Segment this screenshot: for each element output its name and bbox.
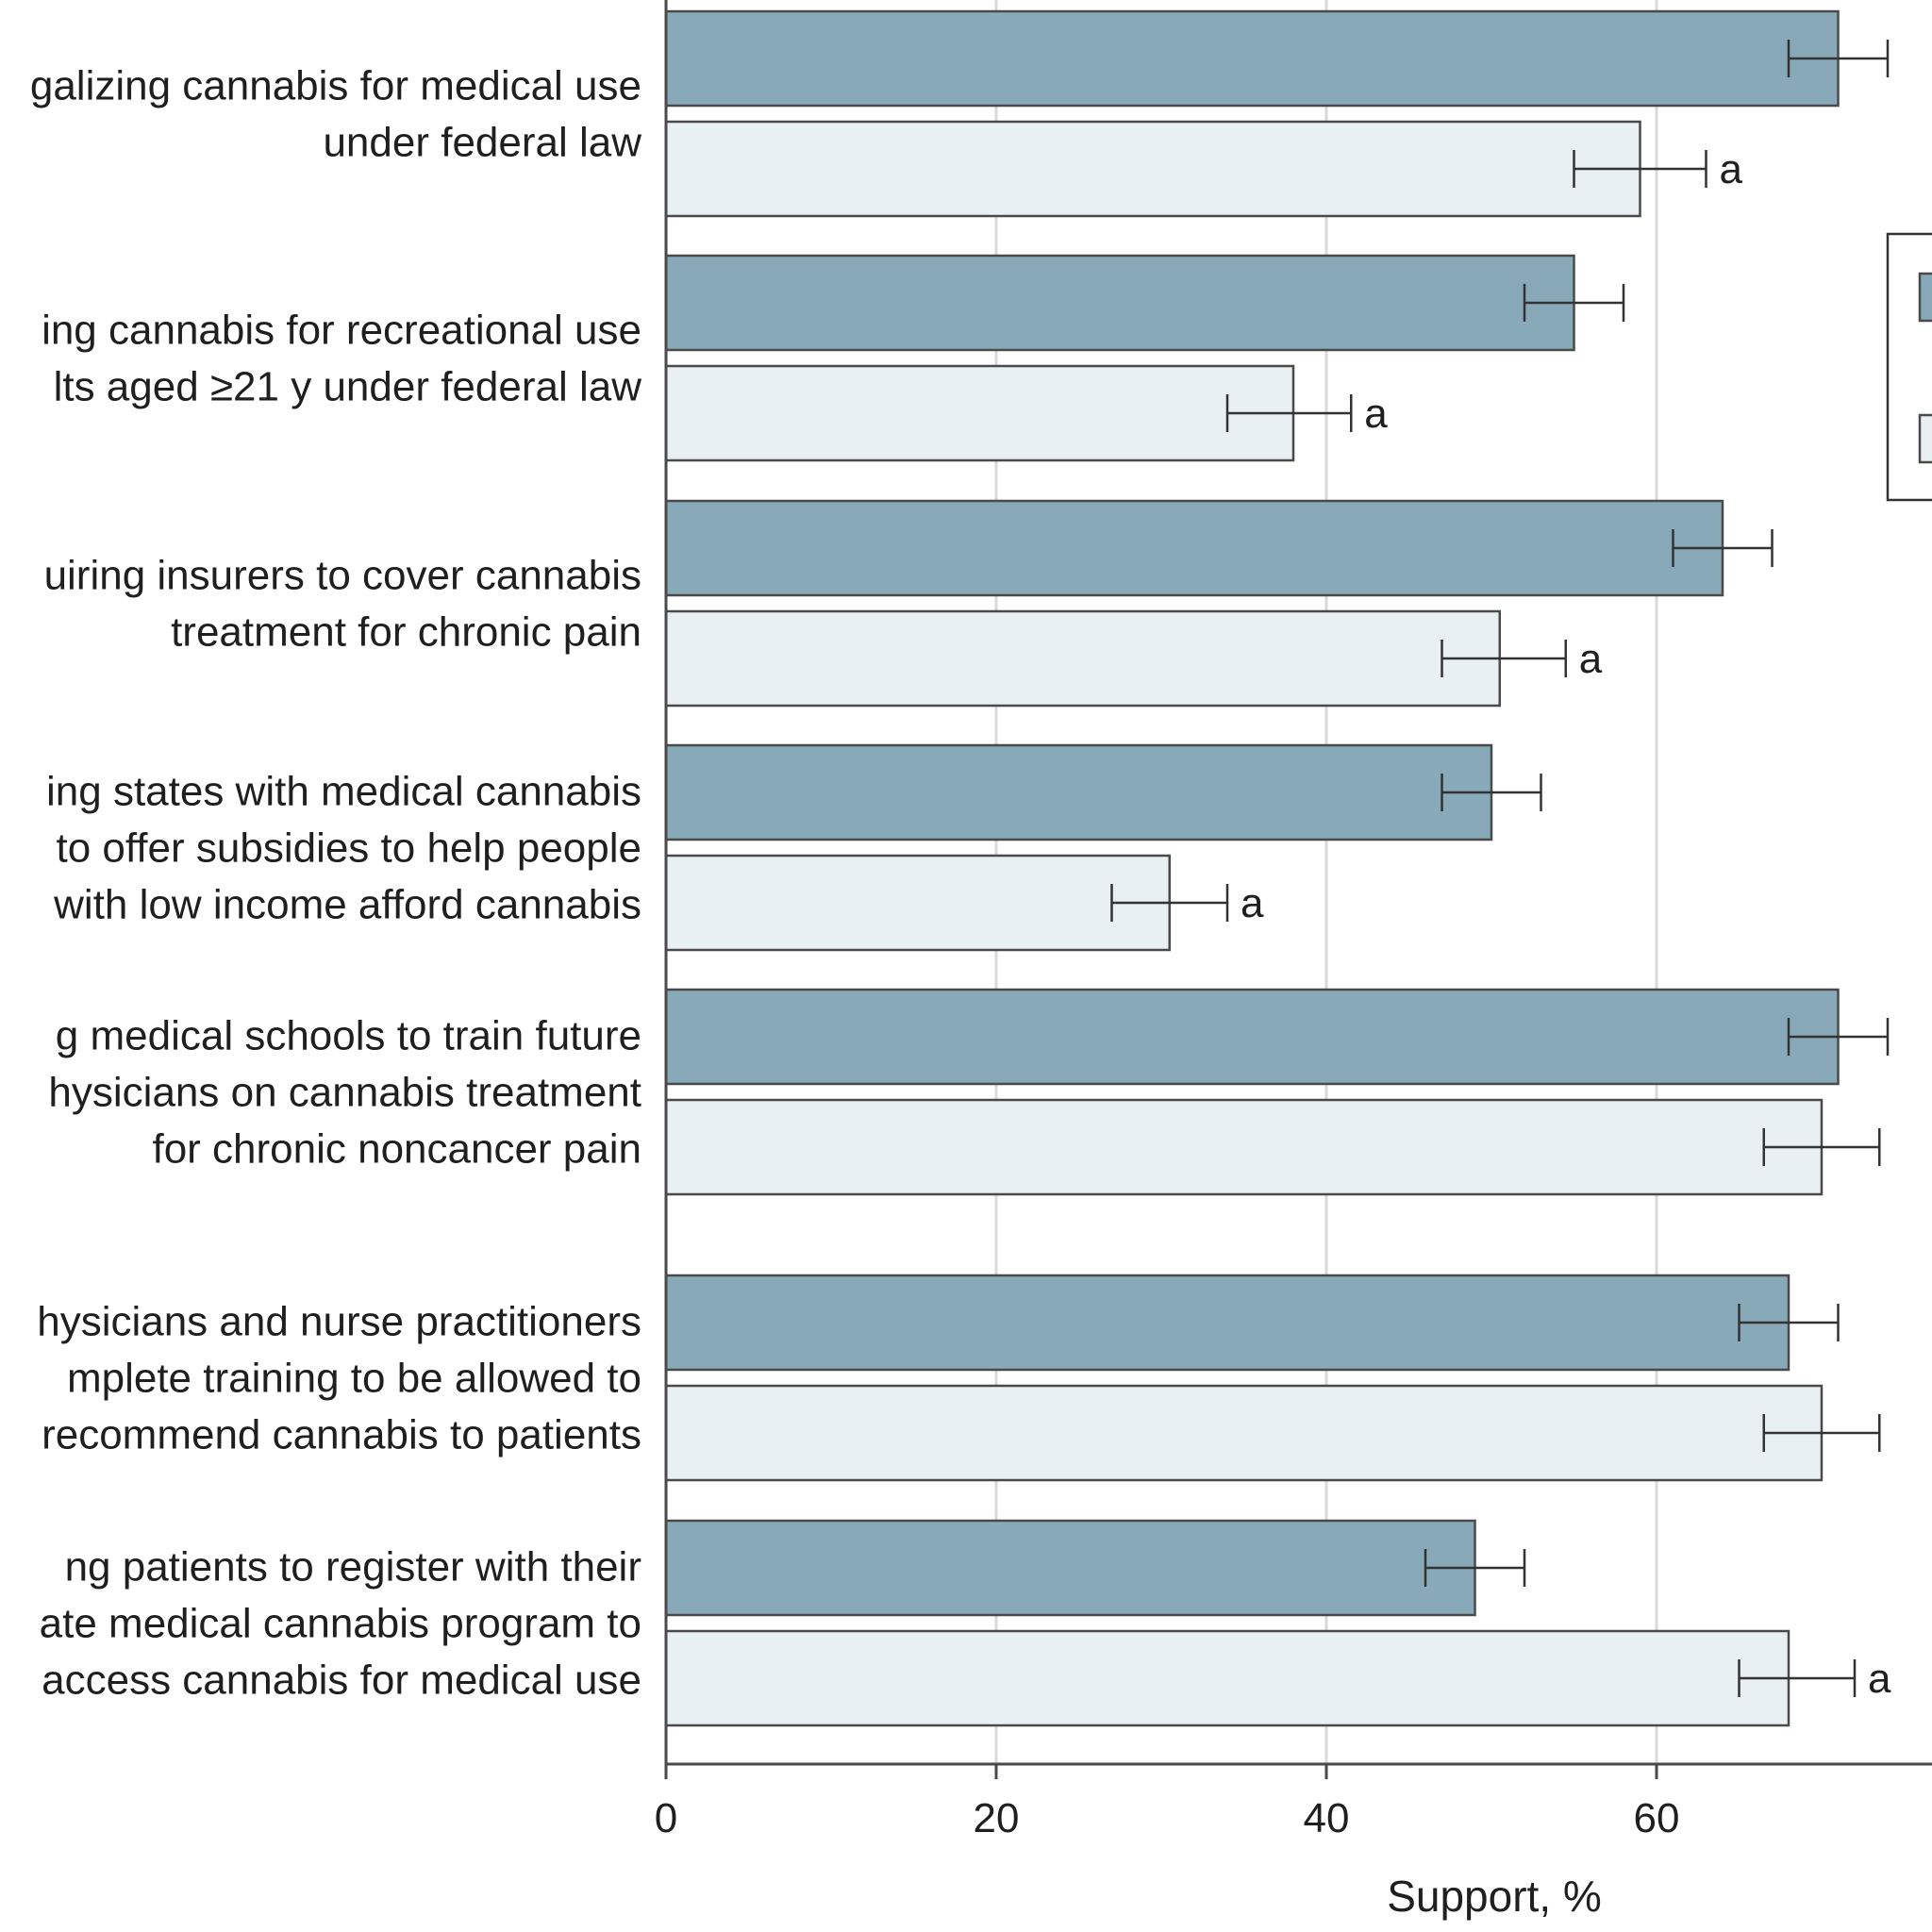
legend-swatch — [1918, 272, 1932, 323]
category-label: with low income afford cannabis — [53, 882, 641, 928]
category-label: hysicians and nurse practitioners — [37, 1299, 641, 1345]
x-tick-label: 20 — [974, 1795, 1020, 1841]
category-label: under federal law — [323, 120, 641, 166]
significance-mark: a — [1364, 391, 1388, 437]
legend-swatch — [1918, 413, 1932, 464]
category-label: uiring insurers to cover cannabis — [44, 553, 641, 599]
category-label: for chronic noncancer pain — [152, 1126, 641, 1173]
category-label: to offer subsidies to help people — [56, 825, 641, 872]
significance-mark: a — [1720, 146, 1743, 192]
bar — [664, 364, 1295, 462]
category-label: mplete training to be allowed to — [67, 1356, 641, 1402]
x-axis-title: Support, % — [1387, 1872, 1602, 1921]
bar — [664, 1519, 1476, 1617]
category-label: galizing cannabis for medical use — [30, 63, 641, 109]
category-label: ate medical cannabis program to — [40, 1601, 641, 1647]
category-label: lts aged ≥21 y under federal law — [54, 364, 642, 410]
significance-mark: a — [1241, 880, 1264, 926]
error-bars: a a a a a — [1110, 40, 1891, 1702]
significance-mark: a — [1868, 1656, 1891, 1702]
bar — [664, 988, 1840, 1086]
category-label: ing states with medical cannabis — [46, 769, 641, 815]
x-tick-label: 40 — [1304, 1795, 1350, 1841]
category-label: ng patients to register with their — [65, 1544, 641, 1591]
bar — [664, 1098, 1824, 1196]
x-tick-label: 60 — [1634, 1795, 1680, 1841]
bar — [664, 254, 1575, 352]
category-label: treatment for chronic pain — [171, 609, 641, 656]
bars — [664, 9, 1840, 1727]
legend — [1886, 232, 1932, 502]
bar — [664, 1274, 1790, 1372]
category-label: g medical schools to train future — [56, 1013, 641, 1059]
category-label: access cannabis for medical use — [42, 1657, 641, 1704]
bar — [664, 743, 1493, 841]
category-label: ing cannabis for recreational use — [42, 308, 641, 354]
bar — [664, 854, 1171, 952]
bar — [664, 609, 1501, 708]
bar — [664, 9, 1840, 108]
x-axis: 0 20 40 60 Support, % — [655, 0, 1932, 1921]
bar — [664, 1629, 1790, 1727]
bar — [664, 120, 1641, 218]
significance-mark: a — [1579, 636, 1603, 682]
category-label: recommend cannabis to patients — [42, 1412, 641, 1458]
bar — [664, 1384, 1824, 1482]
bar — [664, 499, 1724, 597]
category-label: hysicians on cannabis treatment — [48, 1070, 641, 1116]
x-tick-label: 0 — [655, 1795, 677, 1841]
category-labels: galizing cannabis for medical use under f… — [30, 63, 641, 1704]
